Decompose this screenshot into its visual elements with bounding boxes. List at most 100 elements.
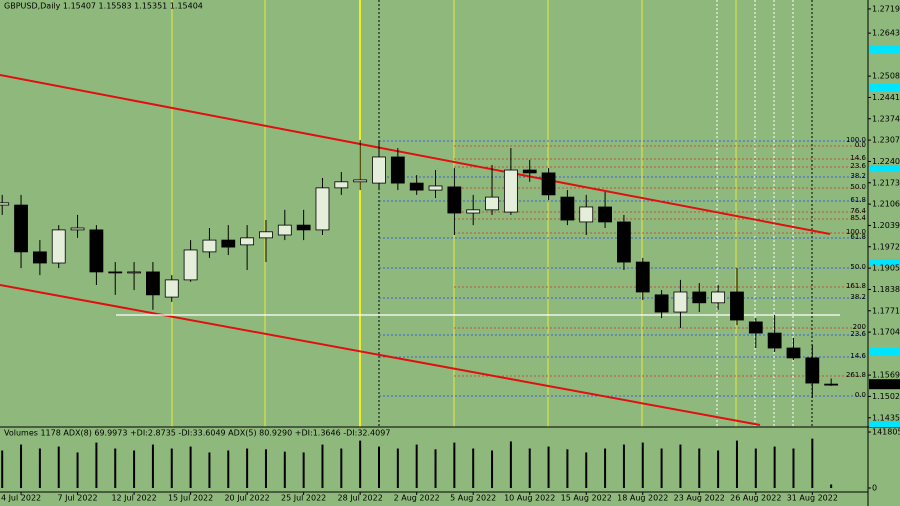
y-tick-label: 1.23070: [872, 136, 900, 145]
y-tick-label: 1.19720: [872, 242, 900, 251]
candle-body: [428, 185, 443, 191]
candle-body: [503, 169, 518, 213]
y-tick-label: 1.17710: [872, 306, 900, 315]
candle-body: [315, 187, 330, 231]
candle-body: [485, 196, 499, 211]
candle-body: [447, 186, 462, 214]
y-tick-label: 1.18380: [872, 285, 900, 294]
candle-body: [146, 271, 160, 296]
candle-body: [579, 206, 594, 223]
volume-tick-label: 141805: [872, 428, 900, 437]
candle-body: [183, 249, 198, 281]
chart-title: GBPUSD,Daily 1.15407 1.15583 1.15351 1.1…: [4, 2, 203, 11]
candle-body: [108, 271, 123, 274]
fib-label: 0.0: [855, 391, 866, 399]
highlight: [869, 84, 900, 91]
candle-body: [786, 347, 801, 359]
x-tick-label: 7 Jul 2022: [57, 494, 97, 503]
candle-body: [296, 224, 311, 231]
y-tick-label: 1.27190: [872, 4, 900, 13]
candle-body: [0, 202, 10, 206]
candle-body: [202, 239, 217, 253]
x-tick-label: 12 Jul 2022: [111, 494, 156, 503]
x-tick-label: 10 Aug 2022: [504, 494, 555, 503]
last-price-label: 1.15404: [872, 380, 900, 389]
candle-body: [692, 291, 707, 304]
x-tick-label: 2 Aug 2022: [394, 494, 440, 503]
trend-line: [0, 284, 761, 426]
trend-line: [0, 74, 831, 235]
candle-body: [767, 332, 782, 349]
fib-label: 76.4: [850, 207, 866, 215]
candle-body: [617, 221, 631, 263]
highlight: [869, 421, 900, 427]
candle-body: [334, 181, 349, 189]
highlight: [869, 165, 900, 172]
candle-body: [598, 206, 612, 223]
fib-label: 100.0: [846, 228, 866, 236]
fib-label: 14.6: [850, 352, 866, 360]
fib-label: 100.0: [846, 136, 866, 144]
candle-body: [635, 261, 650, 293]
candle-body: [259, 231, 273, 239]
fibonacci-lines: [379, 140, 866, 397]
candle-body: [522, 169, 537, 174]
candles: [0, 140, 839, 399]
indicator-label: Volumes 1178 ADX(8) 69.9973 +DI:2.8735 -…: [4, 429, 390, 438]
y-tick-label: 1.19050: [872, 264, 900, 273]
fib-label: 50.0: [850, 263, 866, 271]
x-tick-label: 15 Aug 2022: [561, 494, 612, 503]
x-tick-label: 5 Aug 2022: [450, 494, 496, 503]
y-tick-label: 1.26430: [872, 29, 900, 38]
candle-body: [824, 383, 839, 386]
y-tick-label: 1.25080: [872, 72, 900, 81]
candle-body: [748, 321, 763, 334]
y-tick-label: 1.17040: [872, 328, 900, 337]
y-tick-label: 1.14350: [872, 413, 900, 422]
fib-label: 38.2: [850, 293, 866, 301]
x-tick-label: 26 Aug 2022: [730, 494, 781, 503]
candle-body: [560, 196, 575, 221]
fib-label: 50.0: [850, 183, 866, 191]
fib-label: 38.2: [850, 172, 866, 180]
x-tick-label: 31 Aug 2022: [787, 494, 838, 503]
candle-body: [70, 227, 85, 231]
y-tick-label: 1.15690: [872, 371, 900, 380]
candle-body: [711, 291, 726, 304]
fib-label: 61.8: [850, 196, 866, 204]
fib-label: 0.0: [855, 141, 866, 149]
fib-label: 14.6: [850, 154, 866, 162]
y-tick-label: 1.22400: [872, 157, 900, 166]
volume-tick-label: 0: [872, 484, 877, 493]
fib-label: 161.8: [846, 282, 866, 290]
fib-label: 261.8: [846, 371, 866, 379]
y-tick-label: 1.21730: [872, 178, 900, 187]
y-tick-label: 1.24410: [872, 93, 900, 102]
x-tick-label: 15 Jul 2022: [168, 494, 213, 503]
x-tick-label: 18 Aug 2022: [617, 494, 668, 503]
candle-body: [240, 237, 255, 246]
last-price-box: [869, 379, 900, 390]
fib-label: 85.4: [850, 214, 866, 222]
candle-body: [805, 357, 820, 384]
highlight: [869, 348, 900, 356]
candle-body: [89, 229, 104, 273]
fib-label: 23.6: [850, 330, 866, 338]
candle-body: [221, 239, 236, 248]
fib-label: 23.6: [850, 162, 866, 170]
y-tick-label: 1.15020: [872, 392, 900, 401]
candle-body: [409, 182, 424, 191]
x-tick-label: 28 Jul 2022: [338, 494, 383, 503]
x-tick-label: 25 Jul 2022: [281, 494, 326, 503]
candle-body: [277, 224, 292, 236]
x-tick-label: 20 Jul 2022: [224, 494, 269, 503]
candle-body: [730, 291, 744, 321]
candle-body: [14, 204, 28, 253]
vertical-markers: [171, 0, 813, 427]
candle-body: [466, 209, 481, 214]
y-tick-label: 1.21060: [872, 200, 900, 209]
candle-body: [654, 294, 669, 313]
axis-highlights: [869, 45, 900, 427]
